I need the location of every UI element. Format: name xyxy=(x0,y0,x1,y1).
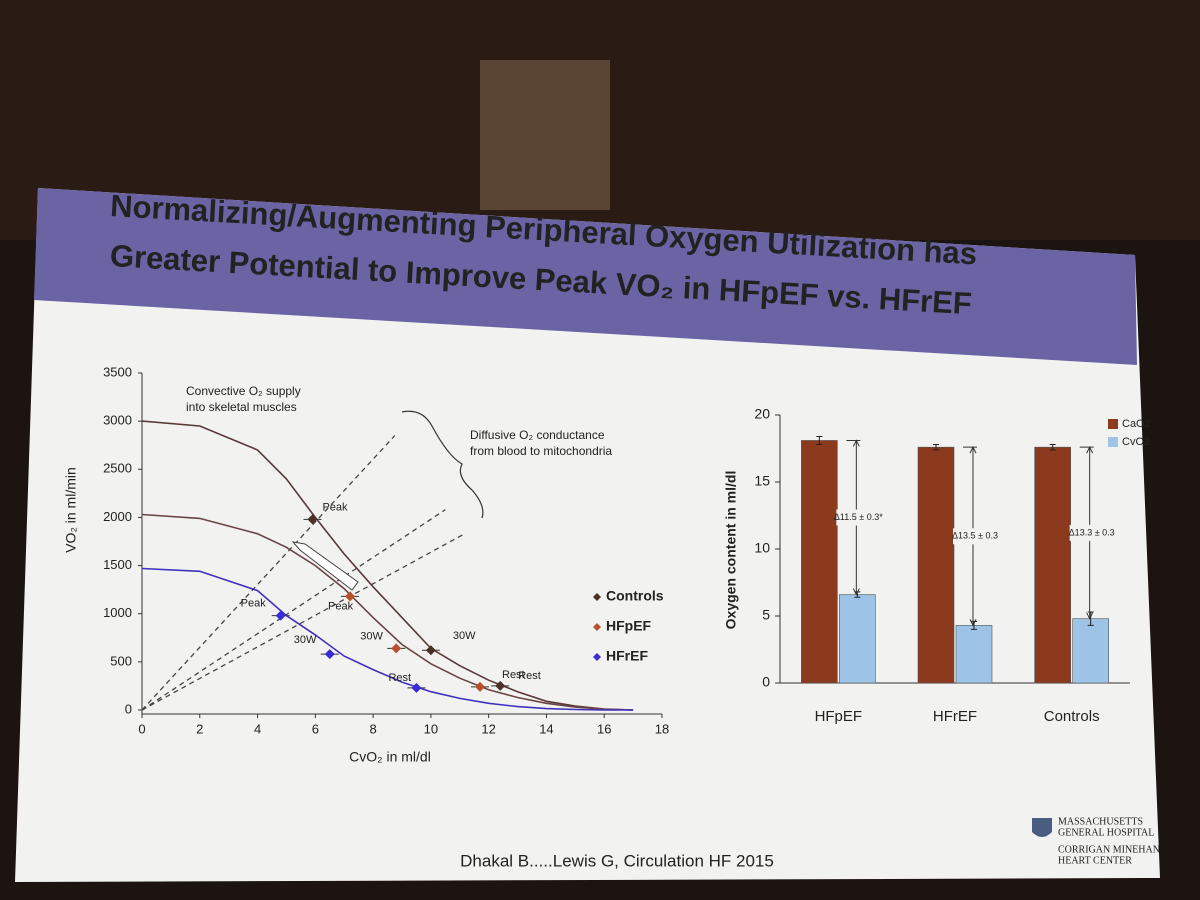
reference-line xyxy=(141,534,464,711)
y-tick-label: 1500 xyxy=(103,557,132,572)
data-point xyxy=(425,645,436,656)
legend-swatch xyxy=(1108,437,1118,447)
curve xyxy=(141,513,634,711)
bar xyxy=(839,594,876,684)
logo-shield xyxy=(1032,818,1052,837)
x-tick-label: HFrEF xyxy=(933,708,977,725)
delta-label-bg xyxy=(953,528,999,545)
annotation: Diffusive O₂ conductance xyxy=(470,428,605,442)
delta-label-bg xyxy=(836,509,883,526)
doorway xyxy=(480,60,610,210)
legend-marker xyxy=(593,593,601,601)
x-tick-label: 0 xyxy=(138,721,145,736)
legend-label: Controls xyxy=(606,588,664,604)
bar xyxy=(801,440,838,684)
x-tick-label: 18 xyxy=(655,721,669,736)
error-bar xyxy=(816,435,823,445)
y-tick-label: 3500 xyxy=(103,364,132,379)
legend-marker xyxy=(593,653,601,661)
x-tick-label: 4 xyxy=(254,721,261,736)
data-point xyxy=(475,681,485,692)
data-point xyxy=(275,610,286,621)
logo-text: CORRIGAN MINEHAN xyxy=(1058,844,1160,855)
slide-header xyxy=(34,188,1137,365)
x-tick-label: HFpEF xyxy=(815,708,863,725)
x-tick-label: 12 xyxy=(481,721,495,736)
error-bar xyxy=(1087,611,1094,626)
y-tick-label: 3000 xyxy=(103,413,132,428)
slide xyxy=(15,188,1160,882)
data-point xyxy=(307,514,318,525)
point-label: Rest xyxy=(518,670,541,682)
point-label: Rest xyxy=(388,672,411,684)
bar xyxy=(917,446,955,684)
x-tick-label: 6 xyxy=(312,721,319,736)
delta-label: Δ11.5 ± 0.3* xyxy=(834,512,883,522)
error-bar xyxy=(933,443,939,451)
arrow xyxy=(291,541,359,591)
x-tick-label: 14 xyxy=(539,721,553,736)
annotation: Convective O₂ supply xyxy=(186,384,301,398)
data-point xyxy=(345,591,355,602)
y-tick-label: 5 xyxy=(762,607,770,623)
y-tick-label: 2000 xyxy=(103,509,132,524)
citation: Dhakal B.....Lewis G, Circulation HF 201… xyxy=(460,851,774,870)
y-tick-label: 20 xyxy=(754,406,770,422)
data-point xyxy=(495,680,506,691)
annotation: into skeletal muscles xyxy=(186,400,297,414)
x-tick-label: 16 xyxy=(597,721,611,736)
brace xyxy=(401,410,484,519)
legend-label: HFrEF xyxy=(606,648,648,664)
legend-label: HFpEF xyxy=(606,618,652,634)
delta-label: Δ13.5 ± 0.3 xyxy=(952,531,998,541)
bar xyxy=(955,625,993,684)
legend-label: CvO2 xyxy=(1122,436,1150,448)
legend-label: CaO2 xyxy=(1122,418,1151,430)
point-label: Peak xyxy=(322,501,348,513)
data-point xyxy=(411,682,422,693)
bar xyxy=(1034,446,1071,684)
y-tick-label: 0 xyxy=(125,701,132,716)
curve xyxy=(141,420,634,711)
data-point xyxy=(324,649,335,660)
reference-line xyxy=(141,435,396,711)
error-bar xyxy=(1049,443,1056,451)
delta-label: Δ13.3 ± 0.3 xyxy=(1069,527,1115,537)
point-label: Peak xyxy=(328,600,354,612)
point-label: Peak xyxy=(241,598,267,610)
annotation: from blood to mitochondria xyxy=(470,444,612,458)
y-tick-label: 10 xyxy=(754,540,770,556)
y-tick-label: 1000 xyxy=(103,605,132,620)
y-tick-label: 15 xyxy=(754,473,770,489)
data-point xyxy=(391,643,402,654)
slide-content: Normalizing/Augmenting Peripheral Oxygen… xyxy=(63,188,1160,870)
point-label: 30W xyxy=(453,630,476,642)
legend-swatch xyxy=(1108,419,1118,429)
y-axis-label: Oxygen content in ml/dl xyxy=(723,471,739,630)
y-tick-label: 0 xyxy=(762,674,770,690)
y-tick-label: 2500 xyxy=(103,461,132,476)
point-label: 30W xyxy=(360,630,383,642)
reference-line xyxy=(141,509,446,711)
y-tick-label: 500 xyxy=(110,653,132,668)
legend-marker xyxy=(593,623,601,631)
y-axis-label: VO₂ in ml/min xyxy=(63,467,79,553)
delta-label-bg xyxy=(1069,524,1116,541)
logo-text: HEART CENTER xyxy=(1058,855,1132,866)
x-tick-label: Controls xyxy=(1044,708,1100,725)
bar xyxy=(1072,618,1109,684)
logo-text: MASSACHUSETTS xyxy=(1058,816,1143,827)
point-label: 30W xyxy=(294,634,317,646)
point-label: Rest xyxy=(502,669,525,681)
logo-text: GENERAL HOSPITAL xyxy=(1058,827,1154,838)
x-tick-label: 10 xyxy=(424,721,438,736)
x-tick-label: 2 xyxy=(196,721,203,736)
x-tick-label: 8 xyxy=(369,721,376,736)
x-axis-label: CvO₂ in ml/dl xyxy=(349,749,431,765)
